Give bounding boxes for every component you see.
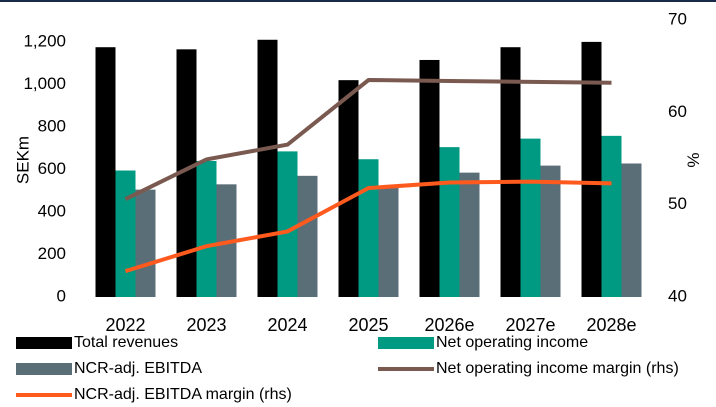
y-tick-label: 400 [38, 201, 66, 220]
y-tick-label: 200 [38, 244, 66, 263]
legend-label: Net operating income [436, 334, 588, 351]
bar [358, 159, 379, 297]
bar [338, 80, 359, 298]
x-tick-label: 2024 [267, 315, 307, 335]
bar [520, 138, 541, 297]
y-axis-label: SEKm [13, 136, 32, 184]
y2-tick-label: 60 [668, 102, 687, 121]
bar [135, 189, 156, 297]
bar [459, 172, 480, 297]
y-tick-label: 1,000 [23, 74, 66, 93]
bar [439, 147, 460, 297]
x-tick-label: 2026e [424, 315, 474, 335]
y-tick-label: 800 [38, 116, 66, 135]
bar [115, 170, 136, 297]
bar [621, 163, 642, 297]
y-tick-label: 1,200 [23, 31, 66, 50]
x-tick-label: 2027e [505, 315, 555, 335]
x-tick-label: 2028e [586, 315, 636, 335]
y2-tick-label: 50 [668, 194, 687, 213]
bar [601, 135, 622, 297]
legend-label: Total revenues [74, 334, 178, 351]
bar [176, 49, 197, 297]
bar [196, 160, 217, 297]
y-tick-label: 600 [38, 159, 66, 178]
bar [297, 175, 318, 297]
line-series [124, 78, 612, 201]
y-tick-label: 0 [57, 286, 66, 305]
bar [95, 47, 116, 297]
x-tick-label: 2023 [186, 315, 226, 335]
y2-tick-label: 70 [668, 9, 687, 28]
bar [257, 39, 278, 297]
legend-swatch [16, 363, 72, 375]
bar [277, 151, 298, 297]
line-series [124, 179, 612, 274]
top-border [0, 0, 716, 2]
bar [581, 41, 602, 297]
legend-swatch [16, 337, 72, 349]
bar [540, 165, 561, 297]
y2-axis-label: % [684, 152, 703, 167]
legend-swatch [378, 337, 434, 349]
legend-label: NCR-adj. EBITDA margin (rhs) [74, 386, 292, 403]
x-tick-label: 2022 [105, 315, 145, 335]
x-tick-label: 2025 [348, 315, 388, 335]
legend-label: Net operating income margin (rhs) [436, 360, 679, 377]
legend-label: NCR-adj. EBITDA [74, 360, 202, 377]
bar [500, 47, 521, 297]
y2-tick-label: 40 [668, 286, 687, 305]
bar [378, 186, 399, 297]
bar [419, 59, 440, 297]
